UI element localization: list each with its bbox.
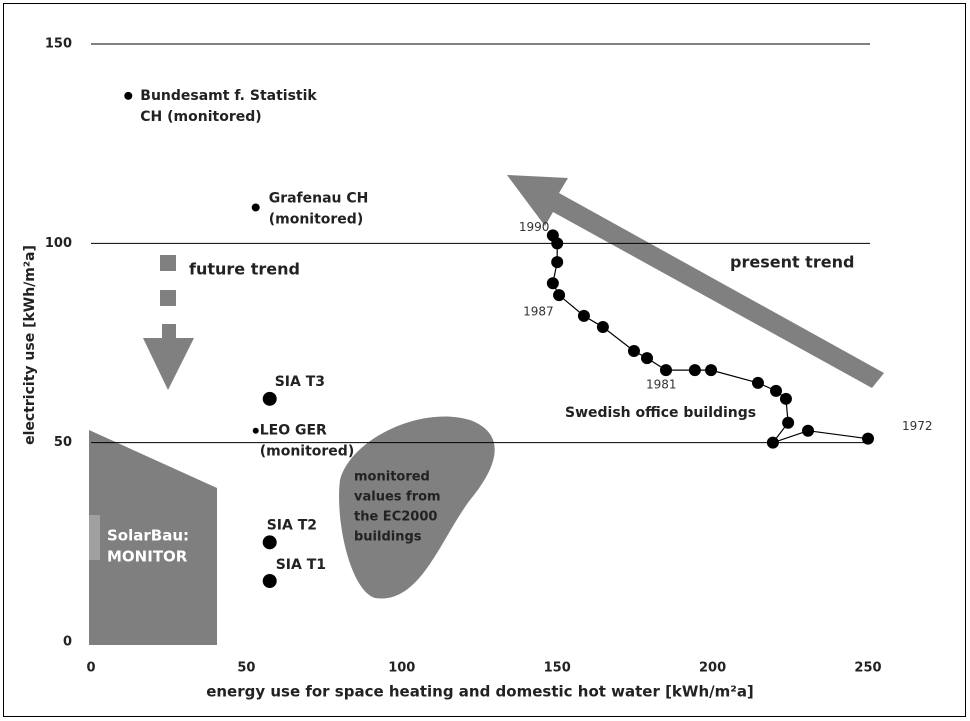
series-point [546, 229, 559, 242]
point [262, 574, 277, 589]
series-point [551, 256, 564, 269]
series-point [802, 424, 815, 437]
series-point [627, 344, 640, 357]
annotation: buildings [354, 530, 422, 545]
series-point [659, 364, 672, 377]
series-point [766, 436, 779, 449]
dash [160, 290, 176, 306]
point-label: SIA T2 [267, 517, 317, 533]
point [252, 427, 259, 434]
y-tick-label: 100 [45, 236, 72, 251]
x-tick-label: 250 [854, 661, 881, 676]
point-label: (monitored) [260, 444, 355, 460]
year-label: 1972 [902, 419, 933, 433]
series-point [770, 384, 783, 397]
series-point [751, 376, 764, 389]
dash [160, 255, 176, 271]
point [262, 535, 277, 550]
point-label: SIA T1 [276, 557, 326, 573]
point-label: Bundesamt f. Statistik [140, 88, 317, 104]
solarbau-region [89, 430, 217, 645]
y-tick-label: 0 [63, 635, 72, 650]
series-point [641, 352, 654, 365]
series-point [553, 289, 566, 302]
series-point [705, 364, 718, 377]
annotation: monitored [354, 470, 430, 485]
annotation: the EC2000 [354, 510, 437, 525]
point-label: LEO GER [260, 423, 327, 439]
x-tick-label: 100 [388, 661, 415, 676]
point-label: Grafenau CH [269, 190, 369, 206]
ec2000-region [339, 416, 495, 599]
point-label: CH (monitored) [140, 109, 261, 125]
x-tick-label: 50 [237, 661, 255, 676]
series-point [577, 309, 590, 322]
point [124, 91, 133, 100]
annotation: present trend [730, 253, 854, 272]
series-point [862, 432, 874, 445]
future-arrow [143, 324, 194, 390]
series-name: Swedish office buildings [565, 405, 756, 421]
annotation: MONITOR [107, 548, 188, 566]
point-label: SIA T3 [275, 374, 325, 390]
series-point [688, 364, 701, 377]
series-point [782, 416, 795, 429]
x-tick-label: 150 [544, 661, 571, 676]
point [262, 391, 277, 406]
x-axis-label: energy use for space heating and domesti… [206, 683, 754, 701]
point-label: (monitored) [269, 211, 364, 227]
annotation: future trend [189, 260, 300, 279]
point [251, 203, 260, 212]
series-point [779, 392, 792, 405]
solarbau-notch [89, 515, 100, 560]
annotation: SolarBau: [107, 527, 189, 545]
y-axis-label: electricity use [kWh/m²a] [22, 245, 38, 445]
y-tick-label: 50 [54, 435, 72, 450]
present-arrow [507, 175, 884, 388]
series-point [596, 321, 609, 334]
year-label: 1990 [519, 220, 550, 234]
year-label: 1981 [646, 378, 677, 392]
annotation: values from [354, 490, 441, 505]
x-tick-label: 200 [699, 661, 726, 676]
y-tick-label: 150 [45, 37, 72, 52]
series-point [546, 277, 559, 290]
x-tick-label: 0 [86, 661, 95, 676]
year-label: 1987 [523, 305, 554, 319]
